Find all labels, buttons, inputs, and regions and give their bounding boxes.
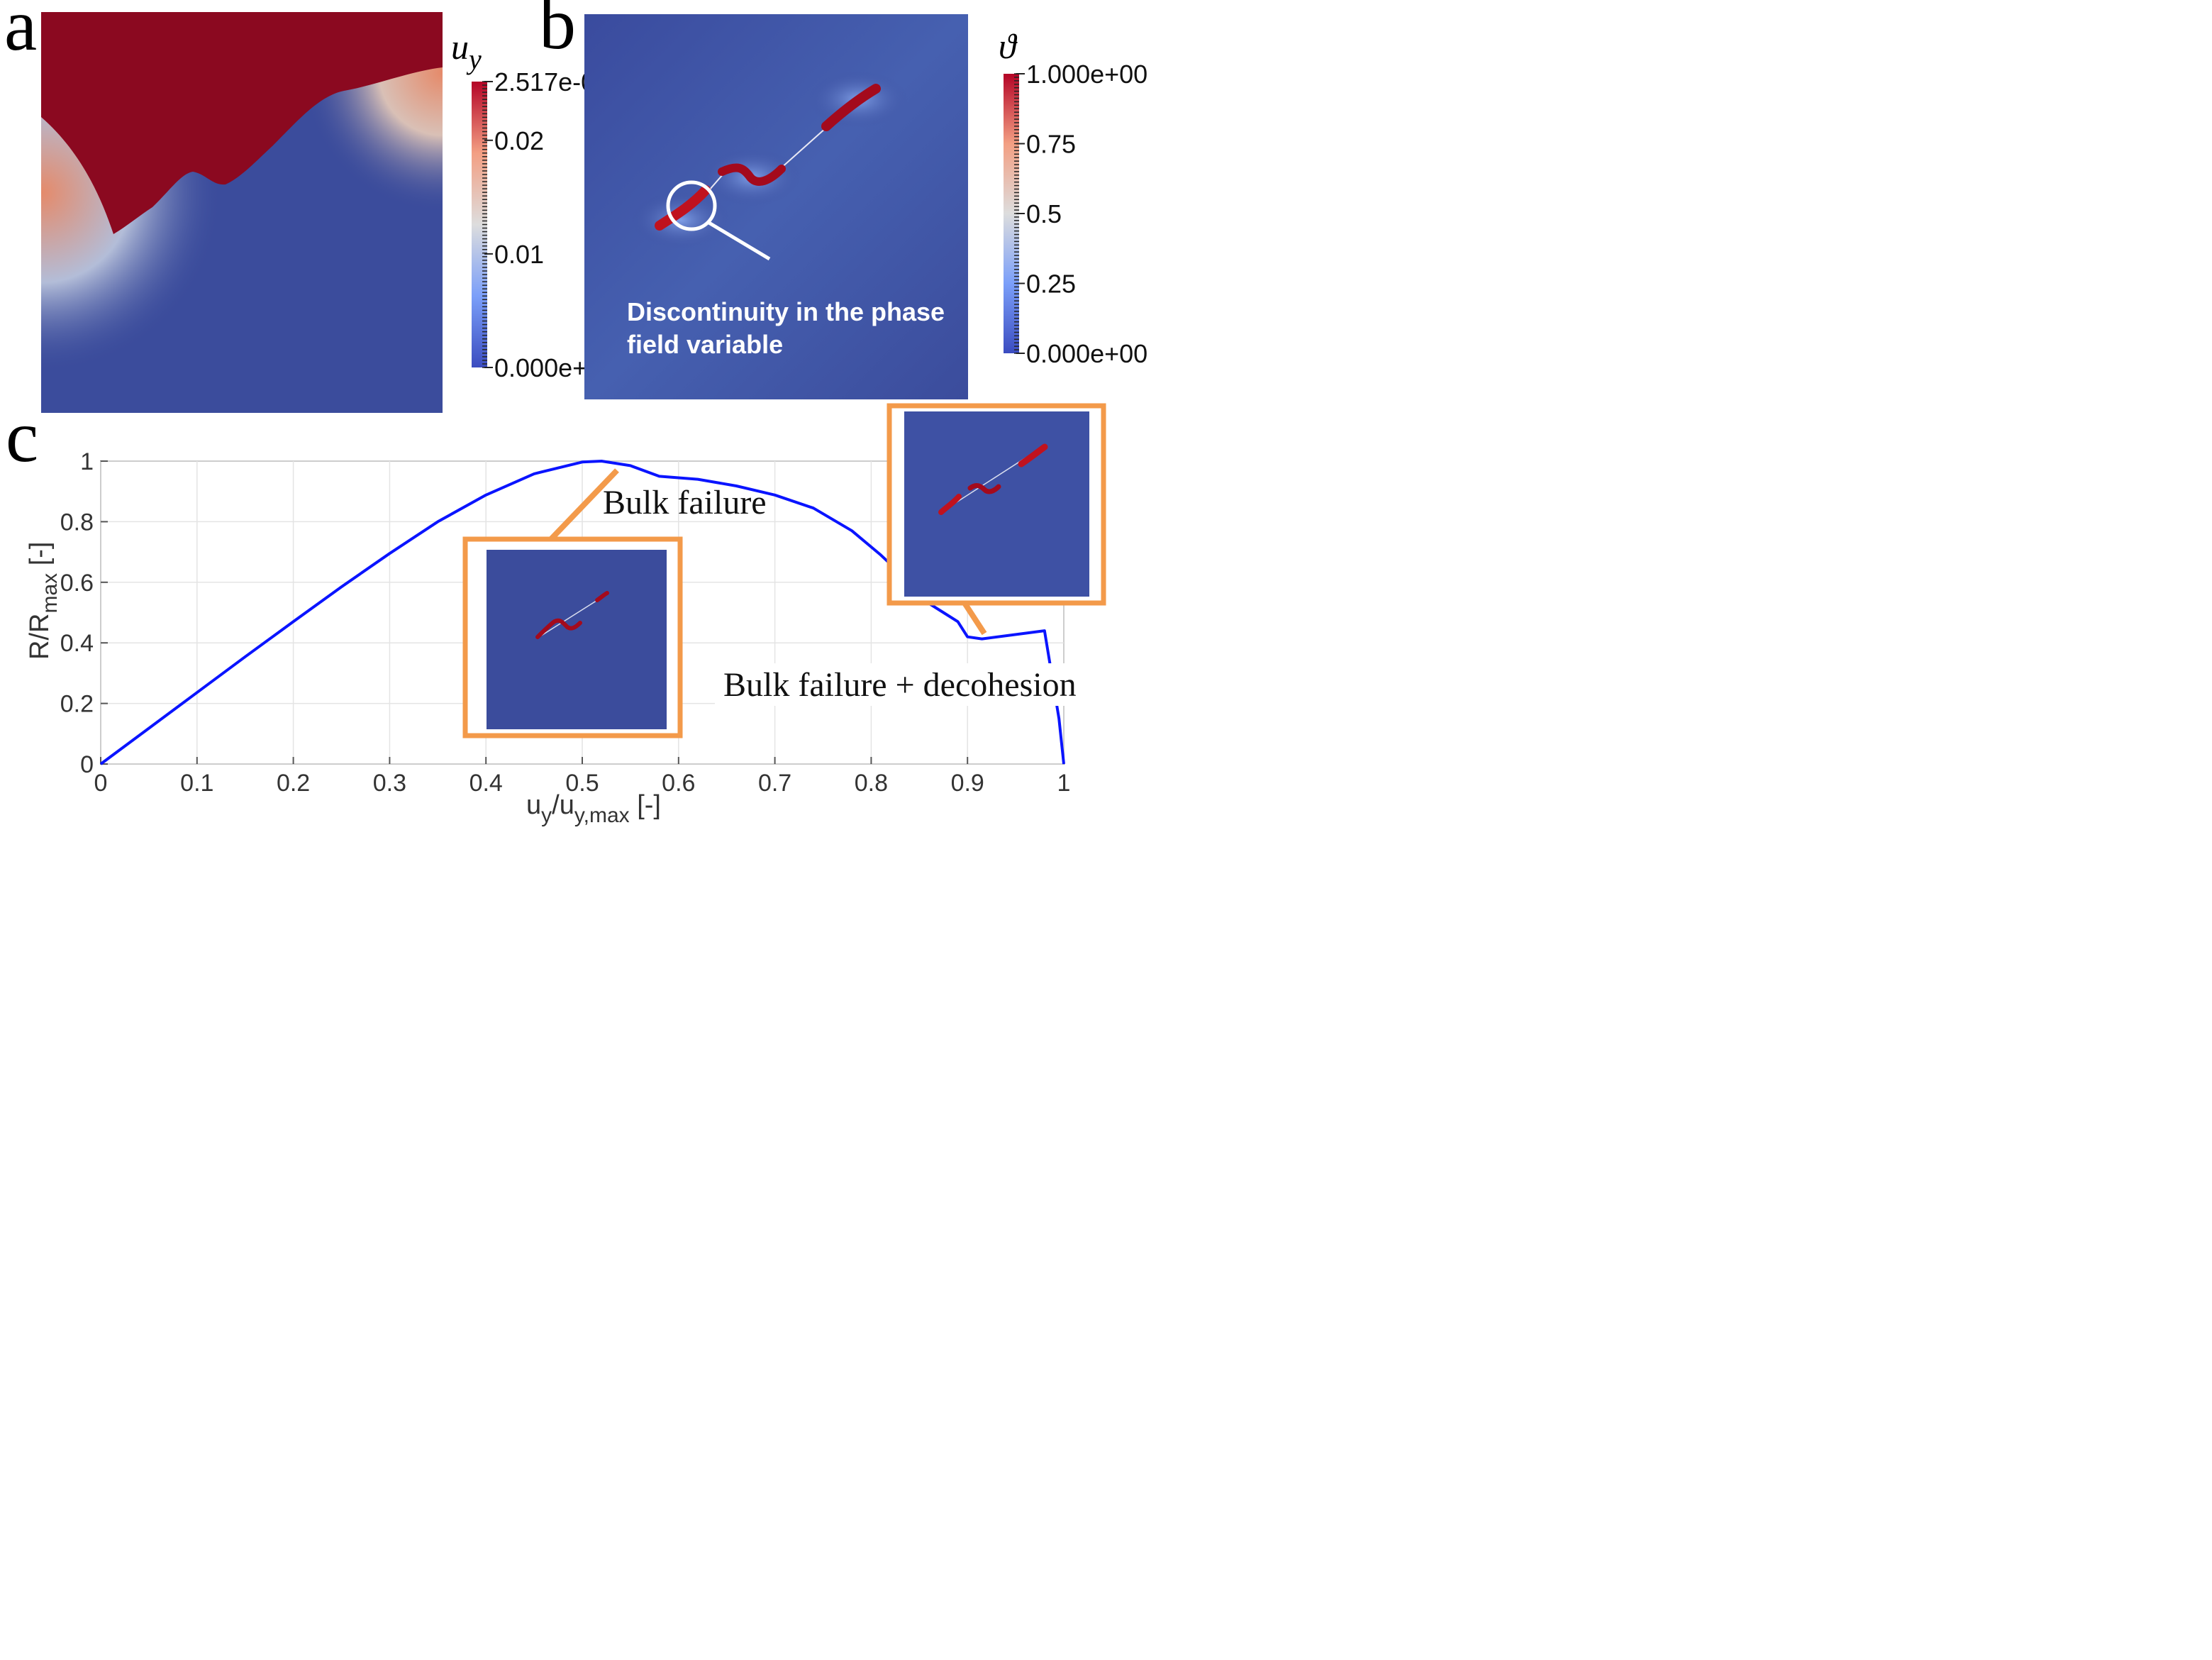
x-tick-label: 0.5: [565, 770, 599, 797]
annotation-bg-decohesion: [715, 663, 1098, 706]
panel-label-c: c: [6, 396, 38, 477]
x-tick-label: 0.2: [277, 770, 310, 797]
callout-line-bulk-failure: [546, 468, 619, 544]
x-axis-label: uy/uy,max [-]: [526, 790, 661, 827]
crack-segment-left: [655, 185, 711, 231]
x-tick-label: 0.4: [469, 770, 503, 797]
x-tick-label: 0.3: [373, 770, 406, 797]
y-tick-label: 1: [80, 448, 94, 475]
colorbar-b-minor-ticks: [1014, 73, 1019, 354]
panel-a-contour-plot: [41, 12, 443, 413]
y-axis-label: R/Rmax [-]: [25, 542, 62, 660]
colorbar-a-tick-label: 0.01: [494, 240, 544, 269]
field-label-uy-sub: y: [466, 43, 482, 75]
y-tick-label: 0.6: [60, 570, 94, 597]
panel-b-colorbar: ϑ 1.000e+00 0.75 0.5 0.25 0.000e+00: [999, 26, 1147, 368]
displaced-region: [41, 12, 443, 234]
y-tick-label: 0.8: [60, 509, 94, 536]
x-tick-label: 0.8: [855, 770, 888, 797]
x-tick-label: 0.9: [951, 770, 984, 797]
x-tick-label: 0.6: [662, 770, 695, 797]
colorbar-b-tick-label: 0.5: [1026, 199, 1062, 228]
annotation-line-2: field variable: [627, 330, 783, 359]
panel-a-colorbar: uy 2.517e-020.020.010.000e+00: [451, 27, 616, 382]
x-tick-label: 1: [1057, 770, 1071, 797]
annotation-bulk-failure: Bulk failure: [603, 484, 767, 521]
inset-image-bulk-failure: [487, 550, 667, 729]
annotation-line-1: Discontinuity in the phase: [627, 297, 945, 326]
crack-segment-middle: [718, 163, 786, 186]
panel-label-b: b: [539, 0, 576, 65]
field-label-uy: u: [451, 27, 469, 67]
panel-b-contour-plot: Discontinuity in the phase field variabl…: [584, 14, 968, 399]
x-tick-label: 0.1: [180, 770, 213, 797]
colorbar-b-tick-label: 0.000e+00: [1026, 339, 1147, 368]
y-tick-label: 0: [80, 751, 94, 778]
inset-image-decohesion: [904, 411, 1089, 597]
x-tick-label: 0: [94, 770, 108, 797]
svg-text:uy: uy: [451, 27, 482, 75]
field-symbol-theta: ϑ: [999, 26, 1018, 66]
x-tick-label: 0.7: [758, 770, 791, 797]
panel-c-chart: 0 0.1 0.2 0.3 0.4 0.5 0.6 0.7 0.8 0.9 1 0 0.2 0.4 0.6…: [25, 403, 1106, 827]
series-line-r-over-rmax: [99, 460, 1065, 765]
colorbar-a-minor-ticks: [482, 81, 487, 368]
colorbar-b-tick-label: 0.75: [1026, 130, 1076, 159]
y-tick-label: 0.4: [60, 630, 94, 657]
annotation-bulk-failure-decohesion: Bulk failure + decohesion: [723, 666, 1077, 704]
crack-segment-right: [821, 84, 881, 131]
highlight-pointer: [706, 220, 771, 261]
highlight-circle: [666, 180, 717, 231]
colorbar-a-tick-label: 0.02: [494, 126, 544, 155]
y-tick-label: 0.2: [60, 691, 94, 718]
panel-label-a: a: [4, 0, 37, 66]
colorbar-b-tick-label: 1.000e+00: [1026, 60, 1147, 89]
colorbar-b-tick-label: 0.25: [1026, 270, 1076, 299]
callout-line-decohesion: [962, 601, 987, 636]
